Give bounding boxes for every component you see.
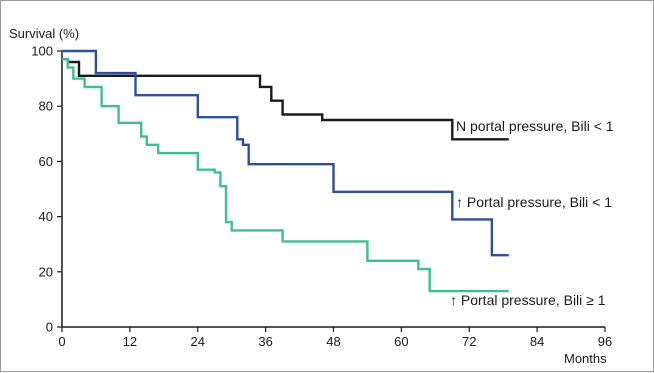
series-line-2 [62,49,509,257]
x-tick-label: 48 [326,334,340,349]
series-label-3: ↑ Portal pressure, Bili ≥ 1 [450,292,606,308]
axes: 0 20 40 60 80 100 0 12 24 36 48 60 72 84 96 [31,44,612,350]
y-tick-label: 20 [39,264,53,279]
series-line-1 [62,58,509,141]
series-lines [62,49,509,293]
series-label-2: ↑ Portal pressure, Bili < 1 [456,194,612,210]
y-tick-label: 60 [39,154,53,169]
x-tick-label: 96 [598,334,612,349]
y-axis-label: Survival (%) [9,26,79,41]
x-tick-label: 0 [58,334,65,349]
y-tick-label: 100 [31,44,53,59]
x-tick-label: 72 [462,334,476,349]
x-axis-label: Months [564,351,607,366]
x-tick-label: 12 [123,334,137,349]
series-label-1: N portal pressure, Bili < 1 [456,118,614,134]
x-tick-label: 36 [258,334,272,349]
x-tick-label: 84 [530,334,544,349]
series-line-3 [62,58,509,293]
x-tick-label: 24 [191,334,205,349]
y-tick-label: 40 [39,209,53,224]
series-labels: N portal pressure, Bili < 1 ↑ Portal pres… [450,118,614,308]
y-tick-label: 0 [46,320,53,335]
y-tick-label: 80 [39,99,53,114]
x-tick-label: 60 [394,334,408,349]
